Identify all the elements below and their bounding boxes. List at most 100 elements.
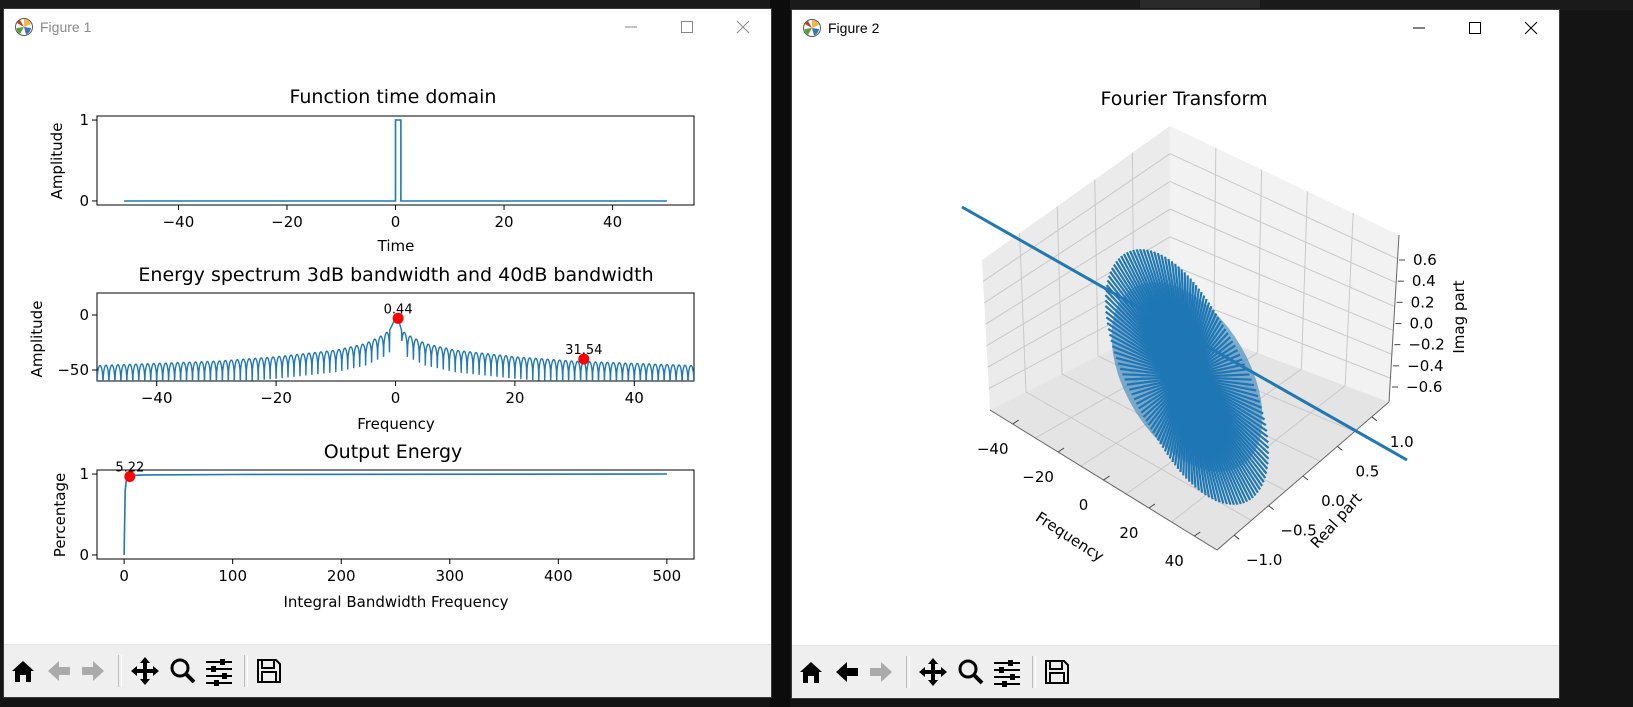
subplot-energy-spectrum: Energy spectrum 3dB bandwidth and 40dB b… [28, 264, 695, 433]
grid-line [1169, 236, 1394, 331]
marker-label: 0.44 [384, 302, 413, 317]
series-line [124, 119, 667, 202]
home-button[interactable] [794, 655, 828, 689]
y-tick-label: 0.0 [1321, 492, 1345, 510]
y-axis-label: Percentage [51, 473, 69, 557]
grid-line [987, 264, 1171, 368]
y-tick-label: 0 [79, 192, 89, 210]
x-tick-label: 400 [544, 567, 573, 585]
grid-line [1169, 264, 1393, 355]
grid-line [1344, 213, 1354, 386]
close-button[interactable] [720, 14, 766, 40]
grid-line [1025, 391, 1252, 521]
y-tick [1302, 475, 1309, 481]
z-tick-label: −0.4 [1407, 357, 1443, 375]
zoom-icon [958, 659, 984, 685]
toolbar-separator [244, 655, 248, 687]
z-axis-label: Imag part [1450, 280, 1468, 353]
x-tick-label: −20 [271, 213, 303, 231]
close-button[interactable] [1508, 15, 1554, 41]
pan-icon [131, 657, 159, 685]
x-axis-label: Integral Bandwidth Frequency [284, 593, 509, 611]
home-icon [800, 662, 822, 683]
grid-line [985, 208, 1171, 325]
figure-canvas[interactable]: Fourier Transform −40 −20 0 20 40 −1.0 −0.5 0.0… [792, 47, 1559, 645]
back-arrow-icon [836, 662, 858, 682]
matplotlib-icon [15, 18, 33, 36]
y-tick-label: 1 [79, 465, 89, 483]
figure-1-window[interactable]: Figure 1 Function time domain −40 −20 0 20 4… [4, 9, 771, 697]
save-button[interactable] [1040, 655, 1074, 689]
maximize-button[interactable] [664, 14, 710, 40]
configure-subplots-button[interactable] [990, 655, 1024, 689]
configure-subplots-button[interactable] [202, 654, 236, 688]
y-tick-label: −50 [57, 361, 89, 379]
forward-arrow-icon [870, 662, 892, 682]
grid-line [1169, 153, 1398, 260]
axis-spine [1388, 234, 1400, 403]
y-tick-label: −1.0 [1246, 551, 1282, 569]
x-tick-label: 40 [1165, 552, 1184, 570]
navigation-toolbar [4, 644, 771, 697]
y-tick-label: 0 [79, 306, 89, 324]
save-icon [1045, 660, 1069, 684]
subplot-output-energy: Output Energy 0 100 200 300 400 500 0 1 5.22 Pe… [51, 441, 695, 611]
x-tick [1012, 419, 1019, 425]
z-tick-label: 0.0 [1410, 315, 1434, 333]
x-tick-label: −40 [977, 440, 1009, 458]
minimize-button[interactable] [608, 14, 654, 40]
pan-button[interactable] [916, 655, 950, 689]
save-icon [257, 659, 281, 683]
x-tick [1194, 531, 1201, 537]
marker-label: 5.22 [115, 460, 144, 475]
zoom-button[interactable] [954, 655, 988, 689]
home-icon [12, 661, 34, 682]
figure-2-window[interactable]: Figure 2 Fourier Transform −40 −20 0 20 40 −1… [792, 10, 1559, 698]
back-button[interactable] [42, 654, 76, 688]
y-axis-label: Amplitude [28, 301, 46, 378]
close-icon [1524, 21, 1538, 35]
x-tick-label: 20 [505, 389, 524, 407]
grid-line [1094, 179, 1099, 357]
home-button[interactable] [6, 654, 40, 688]
axes-frame [96, 292, 695, 382]
axis-spine [989, 401, 1390, 551]
forward-button[interactable] [76, 654, 110, 688]
y-tick [1337, 446, 1343, 451]
subplot-title: Energy spectrum 3dB bandwidth and 40dB b… [138, 264, 653, 286]
maximize-button[interactable] [1452, 15, 1498, 41]
desktop-background [770, 0, 790, 707]
title-bar[interactable]: Figure 2 [792, 10, 1559, 47]
forward-button[interactable] [864, 655, 898, 689]
pan-icon [919, 658, 947, 686]
y-tick-label: 1 [79, 111, 89, 129]
desktop-background [0, 0, 1633, 10]
title-bar[interactable]: Figure 1 [4, 9, 771, 46]
forward-arrow-icon [82, 661, 104, 681]
zoom-icon [170, 658, 196, 684]
x-tick-label: −20 [1022, 468, 1054, 486]
axes-frame [96, 469, 695, 560]
x-tick-label: 0 [1079, 496, 1089, 514]
pan-button[interactable] [128, 654, 162, 688]
x-tick [1103, 475, 1110, 481]
maximize-icon [681, 21, 693, 33]
z-tick-label: 0.4 [1412, 272, 1436, 290]
navigation-toolbar [792, 645, 1559, 698]
subplot-title: Output Energy [324, 441, 463, 463]
grid-line [1213, 147, 1217, 337]
zoom-button[interactable] [166, 654, 200, 688]
maximize-icon [1469, 22, 1481, 34]
minimize-button[interactable] [1396, 15, 1442, 41]
save-button[interactable] [252, 654, 286, 688]
grid-line [1169, 208, 1395, 308]
back-button[interactable] [830, 655, 864, 689]
x-tick [1148, 503, 1156, 509]
plot-title: Fourier Transform [1100, 88, 1267, 110]
y-axis-label: Amplitude [48, 123, 66, 200]
close-icon [736, 20, 750, 34]
x-tick-label: 500 [653, 567, 682, 585]
x-tick-label: 100 [218, 567, 247, 585]
configure-subplots-icon [206, 659, 232, 686]
